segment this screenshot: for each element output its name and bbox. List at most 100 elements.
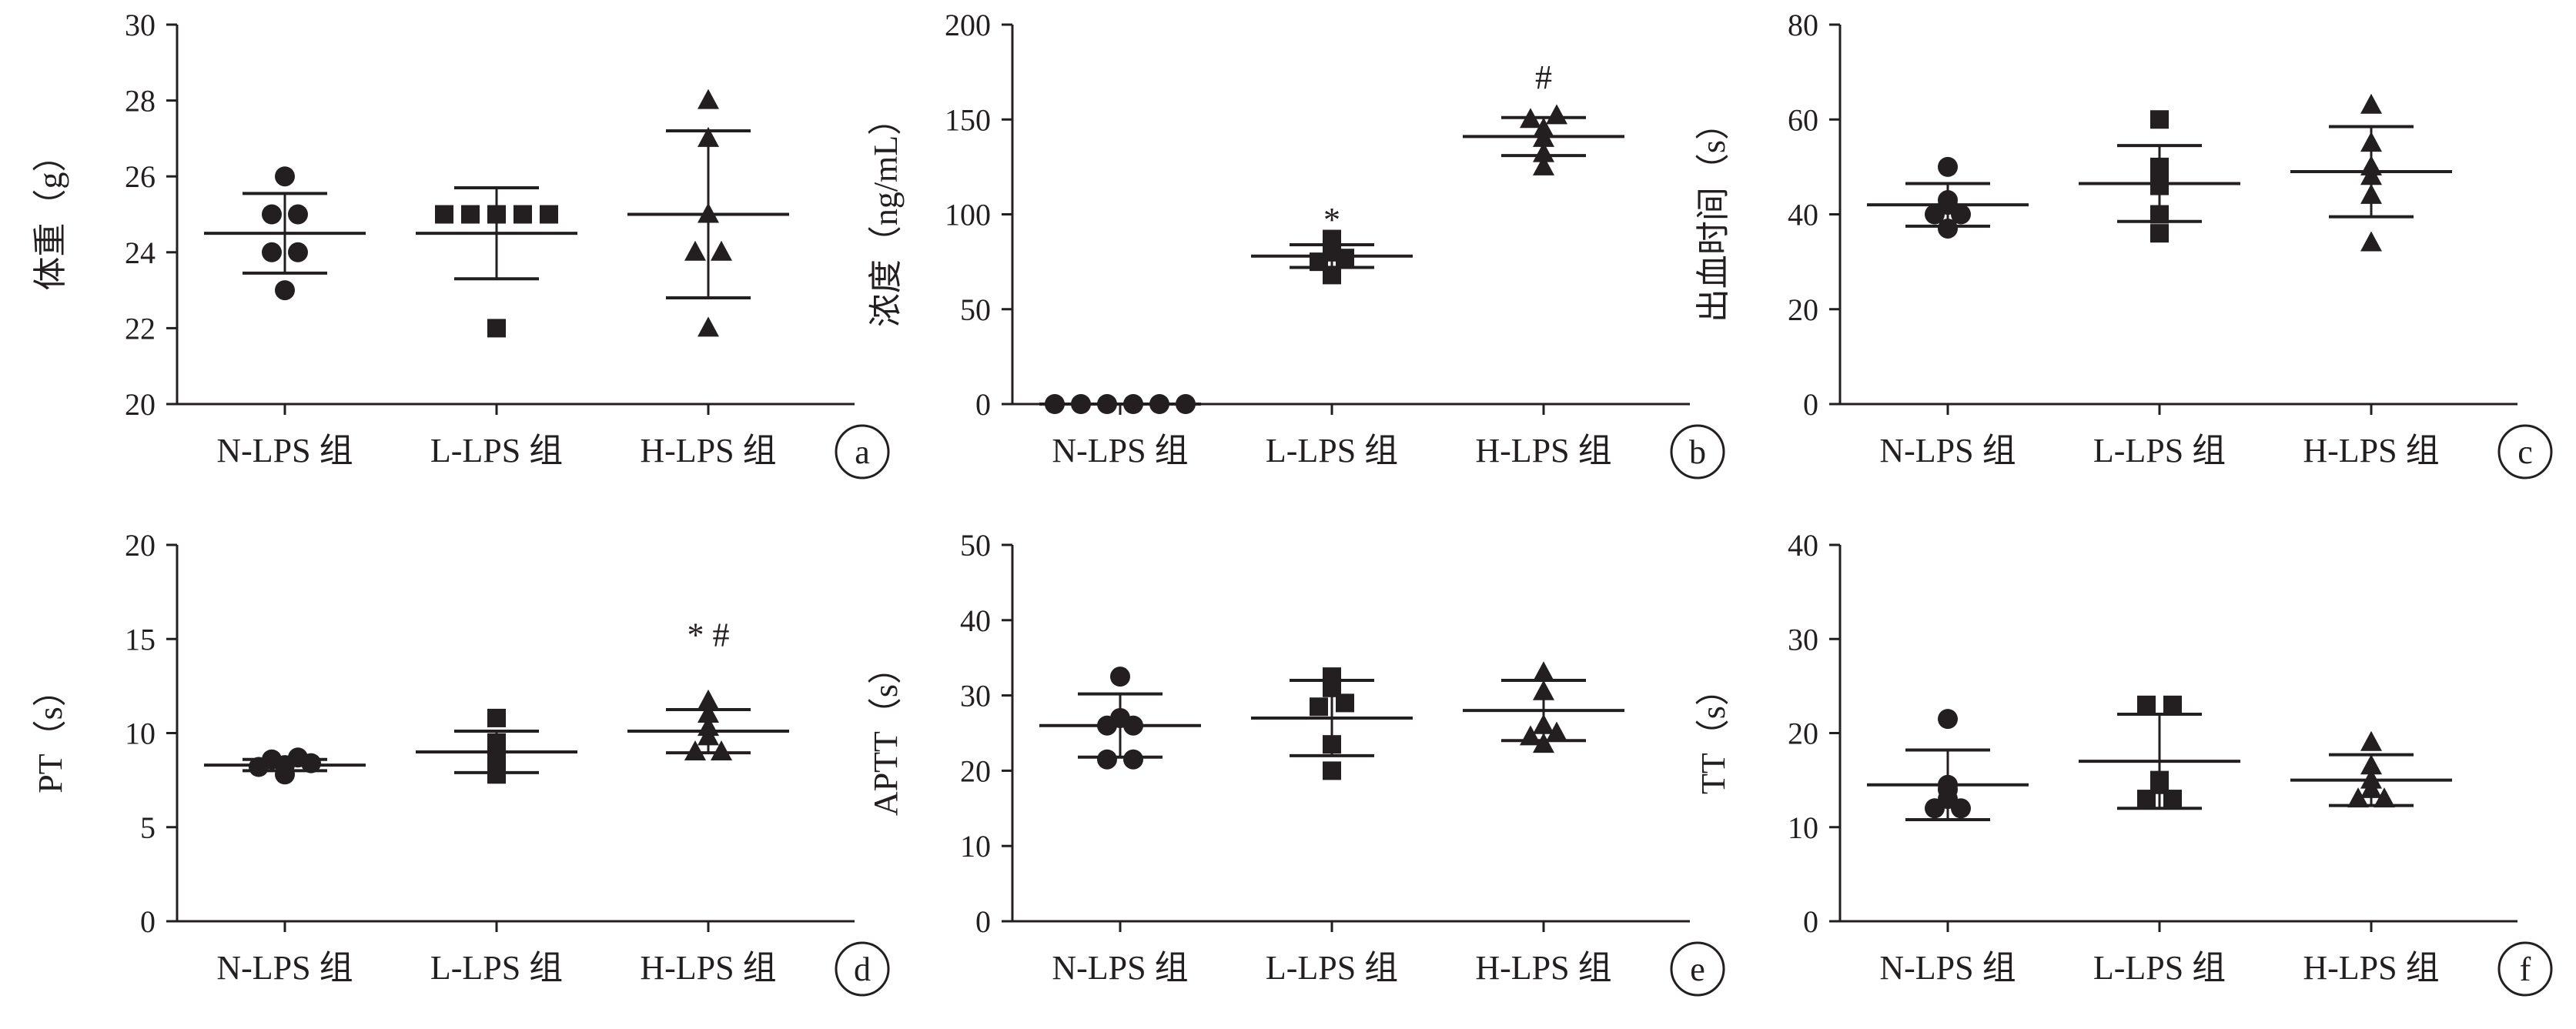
panel-label: d [854,950,871,988]
data-point-square [2150,110,2169,129]
y-tick-label: 10 [1788,810,1818,845]
data-point-triangle [2360,730,2382,751]
y-axis-title: APTT（s） [867,650,905,816]
data-point-circle [275,166,295,187]
data-point-triangle [2360,754,2382,775]
data-point-circle [1938,218,1958,239]
x-tick-label: L-LPS 组 [430,432,563,469]
panel-e: 0 10 20 30 40 50 APTT（s） N-LPS 组 L-LPS 组 H-LPS 组 e [867,528,1725,997]
data-point-square [487,205,506,224]
data-point-triangle [1533,680,1554,700]
y-tick-label: 0 [140,904,156,939]
data-point-circle [1951,798,1971,819]
x-tick-label: N-LPS 组 [1879,949,2016,987]
data-point-circle [249,757,269,777]
panel-label-circle [2497,424,2553,479]
panel-d: 0 5 10 15 20 PT（s） N-LPS 组 L-LPS 组 H-LPS 组 d * # [32,528,890,997]
y-tick-label: 5 [140,810,156,845]
x-tick-label: H-LPS 组 [1475,432,1611,469]
data-point-circle [275,280,295,301]
data-point-triangle [711,240,732,261]
y-tick-label: 24 [125,236,156,270]
data-point-circle [1097,394,1117,414]
y-tick-label: 26 [125,159,156,194]
x-tick-label: N-LPS 组 [216,432,353,469]
panel-label-circle [1670,424,1725,479]
panel-label: a [855,433,870,471]
y-axis-title: 体重（g） [32,139,69,291]
data-point-triangle [2360,165,2382,185]
y-tick-label: 150 [945,102,991,137]
data-point-circle [288,747,308,768]
y-tick-label: 40 [1788,198,1818,232]
y-tick-label: 20 [1788,292,1818,327]
y-tick-label: 80 [1788,8,1818,42]
data-point-circle [1110,667,1130,687]
data-point-square [487,708,506,727]
data-point-square [2150,224,2169,243]
y-tick-label: 40 [1788,528,1818,563]
data-point-square [1336,693,1354,713]
data-point-triangle [1533,661,1554,682]
data-point-circle [262,242,282,262]
y-tick-label: 0 [1803,904,1818,939]
significance-mark: * [1323,201,1340,239]
panel-label: e [1690,950,1705,988]
data-point-triangle [1546,721,1567,742]
y-axis-title: PT（s） [32,673,69,793]
panel-f: 0 10 20 30 40 TT（s） N-LPS 组 L-LPS 组 H-LPS 组 f [1694,528,2553,997]
panel-label: f [2520,950,2531,988]
data-point-square [1323,229,1341,249]
x-tick-label: H-LPS 组 [2303,432,2439,469]
data-point-square [514,205,532,224]
data-point-square [2150,205,2169,224]
data-point-triangle [698,202,719,223]
y-tick-label: 0 [1803,387,1818,422]
x-tick-label: H-LPS 组 [2303,949,2439,987]
x-tick-label: N-LPS 组 [1879,432,2016,469]
y-axis-title: 浓度（ng/mL） [867,102,905,327]
data-point-circle [1123,394,1143,414]
data-point-triangle [2360,183,2382,204]
y-tick-label: 200 [945,8,991,42]
y-tick-label: 30 [125,8,156,42]
data-point-circle [1045,394,1065,414]
y-tick-label: 30 [1788,622,1818,656]
data-point-triangle [684,740,706,760]
data-point-square [461,205,480,224]
y-tick-label: 50 [960,528,991,563]
x-tick-label: L-LPS 组 [2093,432,2226,469]
y-tick-label: 40 [960,603,991,638]
data-point-circle [288,242,308,262]
y-tick-label: 22 [125,311,156,346]
data-point-triangle [2360,132,2382,152]
data-point-triangle [698,89,719,109]
data-point-square [1336,249,1354,268]
x-tick-label: L-LPS 组 [430,949,563,987]
panel-label: c [2517,433,2533,471]
x-tick-label: N-LPS 组 [1052,432,1188,469]
panel-c: 0 20 40 60 80 出血时间（s） N-LPS 组 L-LPS 组 H-LPS 组 c [1694,8,2553,479]
panel-label-circle [2497,941,2553,997]
data-point-square [435,205,453,224]
data-point-square [540,205,558,224]
data-point-square [1323,761,1341,780]
data-point-triangle [1533,733,1554,753]
data-point-square [2137,695,2156,714]
data-point-square [2150,172,2169,191]
y-tick-label: 10 [960,829,991,864]
data-point-triangle [1533,713,1554,734]
y-tick-label: 20 [960,753,991,788]
data-point-triangle [2360,231,2382,252]
significance-mark: # [1535,58,1552,96]
panel-b: 0 50 100 150 200 浓度（ng/mL） N-LPS 组 L-LPS 组 H-LPS… [867,8,1725,479]
data-point-square [2163,790,2182,809]
data-point-triangle [2347,787,2369,808]
y-tick-label: 20 [125,387,156,422]
data-point-circle [1938,709,1958,730]
data-point-triangle [1533,155,1554,175]
data-point-square [487,319,506,338]
y-tick-label: 15 [125,622,156,656]
panel-a: 20 22 24 26 28 30 体重（g） N-LPS 组 L-LPS 组 H-LPS 组 a [32,8,890,479]
